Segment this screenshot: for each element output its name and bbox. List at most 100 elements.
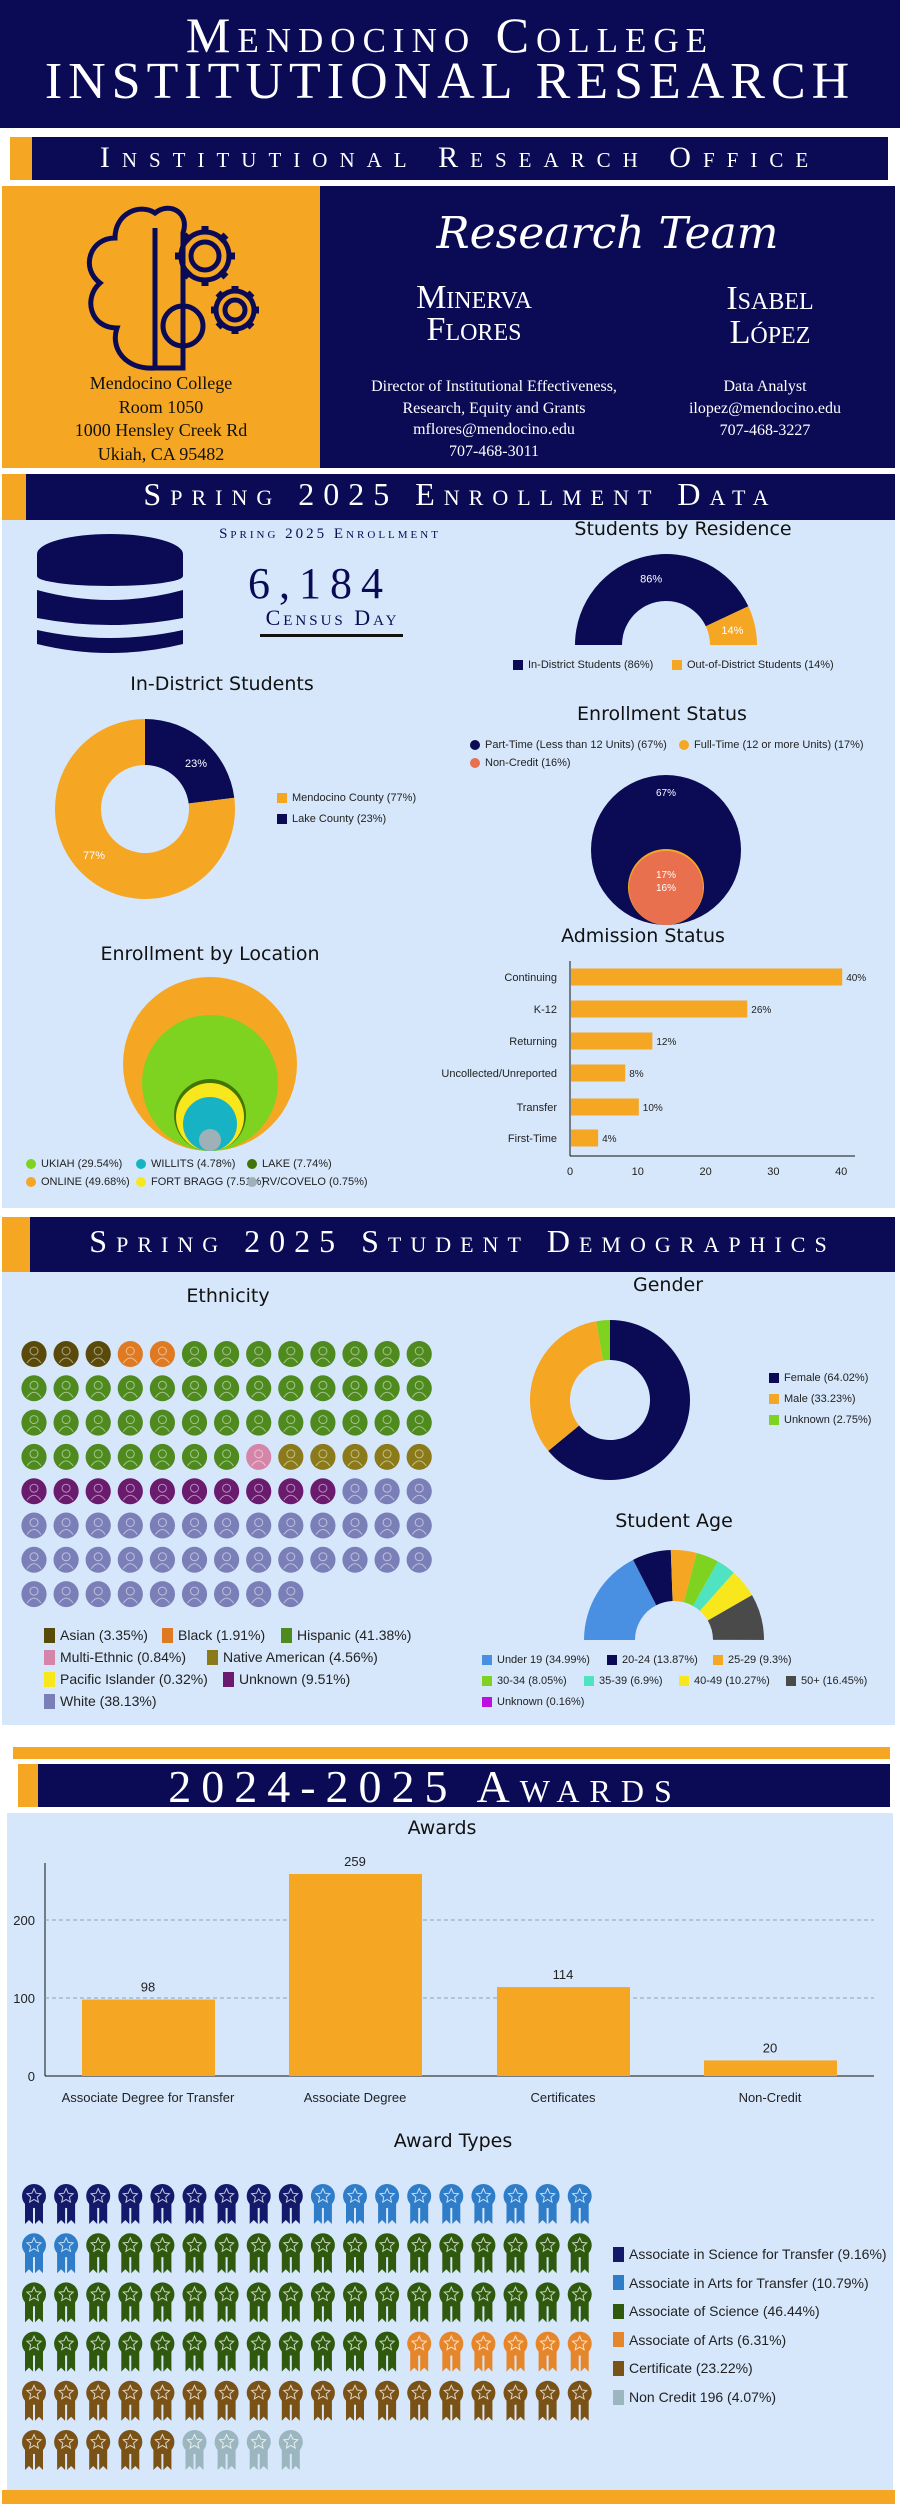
medal-icon — [22, 2430, 46, 2470]
legend-label: 40-49 (10.27%) — [694, 1675, 770, 1687]
bar-value-label: 259 — [344, 1854, 366, 1869]
person-icon — [342, 1546, 368, 1573]
legend-label: LAKE (7.74%) — [262, 1158, 332, 1170]
legend-label: Certificate (23.22%) — [629, 2360, 753, 2377]
person-icon — [53, 1546, 79, 1573]
person-icon — [310, 1375, 336, 1402]
member-details: Data Analyst ilopez@mendocino.edu 707-46… — [660, 376, 870, 442]
person-icon — [149, 1478, 175, 1505]
enrollment-total: 6,184 — [248, 559, 392, 608]
medal-icon — [150, 2380, 175, 2421]
legend-item: Pacific Islander (0.32%) — [44, 1671, 208, 1687]
medal-icon — [439, 2233, 464, 2274]
person-icon — [310, 1341, 336, 1367]
header-title-line1: Mendocino College — [185, 7, 715, 63]
legend-label: Unknown (9.51%) — [239, 1671, 351, 1687]
legend-label: Under 19 (34.99%) — [497, 1654, 590, 1666]
legend-swatch — [613, 2303, 624, 2319]
medal-icon — [503, 2380, 528, 2421]
bar — [289, 1873, 422, 2076]
legend-label: Associate in Science for Transfer (9.16%… — [629, 2246, 887, 2262]
medal-icon — [471, 2331, 496, 2372]
medal-icon — [567, 2380, 592, 2421]
legend-swatch — [482, 1676, 492, 1686]
legend-label: Part-Time (Less than 12 Units) (67%) — [485, 739, 667, 751]
legend-item: Black (1.91%) — [162, 1627, 265, 1643]
location-nested-circles — [123, 977, 297, 1151]
person-icon — [278, 1581, 304, 1608]
medal-icon — [567, 2184, 592, 2224]
person-icon — [374, 1409, 400, 1436]
enrollment-status-circles: 67% 17% 16% — [591, 775, 741, 925]
person-icon — [406, 1478, 432, 1505]
person-icon — [246, 1546, 272, 1573]
person-icon — [181, 1375, 208, 1402]
bar-value-label: 20 — [763, 2040, 777, 2055]
member-email[interactable]: mflores@mendocino.edu — [413, 421, 575, 438]
enrollment-total-caption: Census Day — [265, 605, 400, 630]
enrollment-header-bar — [26, 474, 895, 520]
person-icon — [21, 1375, 47, 1402]
legend-swatch — [470, 740, 480, 750]
medal-icon — [182, 2282, 207, 2323]
demographics-header-bar — [30, 1217, 895, 1272]
legend-swatch — [482, 1655, 492, 1665]
medal-icon — [439, 2184, 464, 2224]
legend-swatch — [44, 1627, 55, 1643]
medal-icon — [182, 2430, 207, 2470]
bar — [571, 1000, 748, 1018]
medal-icon — [535, 2380, 560, 2421]
person-icon — [85, 1341, 111, 1367]
member-phone: 707-468-3011 — [448, 442, 540, 460]
person-icon — [310, 1546, 336, 1573]
medal-icon — [54, 2380, 79, 2421]
slice-label: 86% — [640, 574, 662, 586]
legend-swatch — [44, 1649, 55, 1665]
person-icon — [214, 1512, 240, 1539]
awards-bar-chart: 0 100 200 98 Associate Degree for Transfer 25… — [13, 1854, 874, 2105]
person-icon — [53, 1341, 79, 1367]
medal-icon — [54, 2331, 79, 2372]
member-email[interactable]: ilopez@mendocino.edu — [688, 400, 842, 417]
medal-icon — [182, 2233, 207, 2274]
legend-label: WILLITS (4.78%) — [151, 1158, 236, 1170]
chart-title: Students by Residence — [574, 518, 792, 540]
member-title: Data Analyst — [723, 378, 807, 395]
legend-swatch — [713, 1655, 723, 1665]
person-icon — [406, 1546, 432, 1573]
legend-swatch — [247, 1159, 257, 1169]
legend-item: RV/COVELO (0.75%) — [247, 1176, 368, 1188]
gender-donut — [530, 1320, 690, 1480]
legend-label: 50+ (16.45%) — [801, 1675, 868, 1687]
person-icon — [181, 1341, 208, 1367]
office-title: Institutional Research Office — [99, 141, 821, 174]
legend-swatch — [26, 1159, 36, 1169]
medal-icon — [503, 2233, 528, 2274]
medal-icon — [246, 2430, 271, 2470]
member-last-name: López — [729, 314, 811, 351]
slice-label: 14% — [721, 625, 743, 637]
person-icon — [406, 1512, 432, 1539]
medal-icon — [343, 2282, 367, 2323]
legend-swatch — [44, 1693, 55, 1709]
chart-title: Student Age — [615, 1510, 733, 1532]
legend-item: Male (33.23%) — [769, 1393, 856, 1405]
person-icon — [246, 1581, 272, 1608]
legend-label: Unknown (2.75%) — [784, 1414, 872, 1426]
bar — [497, 1987, 630, 2076]
legend-swatch — [613, 2275, 624, 2291]
caption-underline — [260, 634, 403, 637]
medal-icon — [567, 2282, 592, 2323]
category-label: Returning — [509, 1036, 557, 1048]
legend-label: Lake County (23%) — [292, 813, 387, 825]
database-icon — [37, 534, 183, 653]
legend-item: LAKE (7.74%) — [247, 1158, 332, 1170]
bar-value-label: 98 — [141, 1980, 155, 1995]
admission-bar-chart: Continuing 40% K-12 26% Returning 12% Uncollec… — [441, 961, 866, 1178]
medal-icon — [118, 2430, 143, 2470]
header-title-line2: INSTITUTIONAL RESEARCH — [44, 53, 856, 110]
person-icon — [406, 1341, 432, 1367]
legend-item: Non Credit 196 (4.07%) — [613, 2389, 776, 2405]
header-banner — [0, 0, 900, 128]
category-label: Associate Degree for Transfer — [62, 2090, 235, 2105]
